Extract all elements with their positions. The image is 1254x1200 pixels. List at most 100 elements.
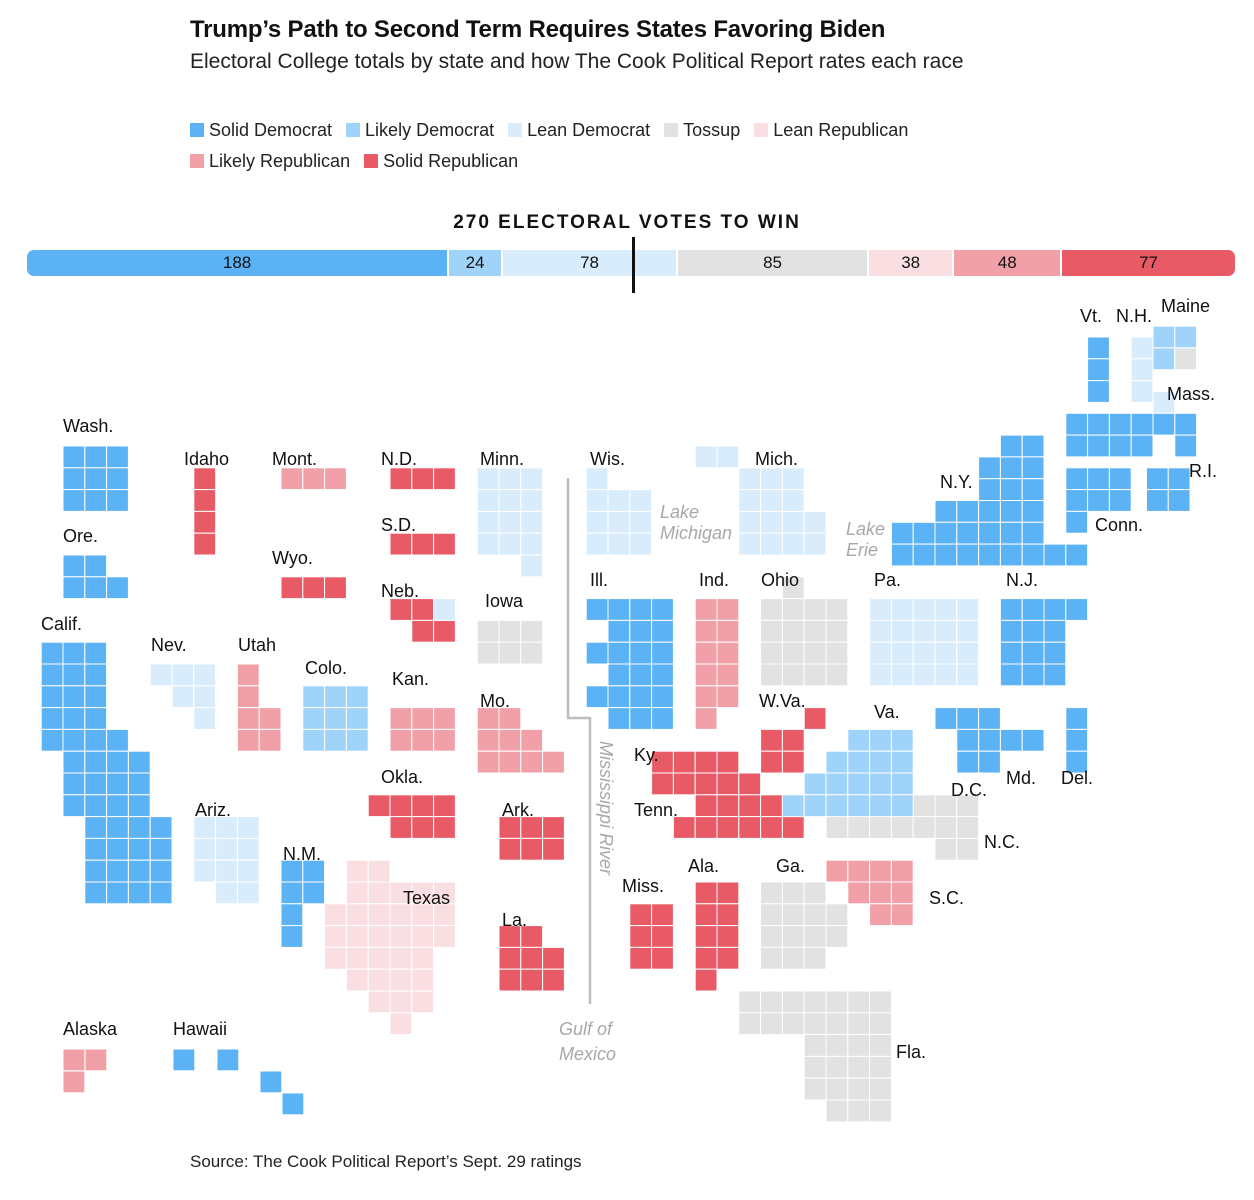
electoral-vote-tile	[869, 859, 892, 883]
electoral-vote-tile	[869, 1012, 892, 1036]
state-iowa: Iowa	[476, 591, 544, 665]
tally-segment-nr: 38	[869, 250, 955, 276]
electoral-vote-tile	[978, 750, 1001, 774]
state-miss: Miss.	[622, 876, 674, 970]
electoral-vote-tile	[978, 543, 1001, 567]
state-label: Minn.	[480, 449, 524, 469]
state-label: Pa.	[874, 570, 901, 590]
electoral-vote-tile	[607, 598, 631, 621]
state-label: Hawaii	[173, 1019, 227, 1039]
electoral-vote-tile	[106, 467, 129, 491]
state-ohio: Ohio	[760, 570, 849, 687]
geo-label-line: Michigan	[660, 523, 732, 543]
state-la: La.	[498, 910, 565, 992]
state-mass: Mass.	[1065, 384, 1215, 458]
electoral-vote-tile	[629, 489, 653, 512]
electoral-vote-tile	[411, 619, 435, 643]
electoral-vote-tile	[389, 532, 413, 556]
electoral-vote-tile	[890, 859, 914, 883]
electoral-vote-tile	[869, 990, 892, 1014]
electoral-vote-tile	[629, 532, 653, 556]
state-vt: Vt.	[1080, 306, 1110, 403]
electoral-vote-tile	[84, 881, 108, 905]
state-conn: Conn.	[1065, 467, 1143, 535]
electoral-vote-tile	[956, 641, 980, 665]
legend-label: Likely Democrat	[365, 119, 495, 140]
electoral-vote-tile	[912, 543, 936, 567]
electoral-vote-tile	[999, 619, 1023, 643]
electoral-vote-tile	[890, 794, 914, 818]
electoral-vote-tile	[1065, 412, 1089, 436]
electoral-vote-tile	[324, 728, 347, 752]
electoral-vote-tile	[760, 990, 783, 1014]
electoral-vote-tile	[803, 772, 827, 796]
electoral-vote-tile	[869, 663, 892, 687]
electoral-vote-tile	[542, 968, 565, 992]
electoral-vote-tile	[433, 816, 456, 839]
state-label: Del.	[1061, 768, 1093, 788]
electoral-vote-tile	[498, 968, 522, 992]
state-calif: Calif.	[40, 614, 173, 905]
legend-item-ld: Likely Democrat	[346, 119, 494, 141]
electoral-vote-tile	[890, 598, 914, 621]
electoral-tally-bar: 188 24 78 85 38 48 77	[27, 250, 1235, 276]
state-label: Md.	[1006, 768, 1036, 788]
electoral-vote-tile	[651, 903, 674, 927]
state-label: Nev.	[151, 635, 187, 655]
electoral-vote-tile	[1087, 336, 1110, 360]
electoral-vote-tile	[803, 510, 827, 534]
state-label: Okla.	[381, 767, 423, 787]
electoral-vote-tile	[781, 946, 805, 970]
electoral-vote-tile	[476, 467, 500, 491]
electoral-vote-tile	[912, 521, 936, 545]
electoral-vote-tile	[433, 532, 456, 556]
tally-segment-lr: 48	[954, 250, 1063, 276]
electoral-vote-tile	[127, 881, 151, 905]
electoral-vote-tile	[520, 641, 544, 665]
electoral-vote-tile	[106, 772, 129, 796]
electoral-vote-tile	[520, 619, 544, 643]
electoral-vote-tile	[825, 641, 849, 665]
mississippi-river-label: Mississippi River	[596, 741, 616, 876]
electoral-vote-tile	[651, 946, 674, 970]
electoral-vote-tile	[476, 641, 500, 665]
electoral-vote-tile	[127, 750, 151, 774]
electoral-vote-tile	[1087, 358, 1110, 382]
tally-segment-label: 188	[222, 253, 252, 272]
electoral-vote-tile	[890, 521, 914, 545]
state-label: Ore.	[63, 526, 98, 546]
electoral-vote-tile	[389, 990, 413, 1014]
electoral-vote-tile	[738, 1012, 762, 1036]
electoral-vote-tile	[978, 728, 1001, 752]
legend-swatch	[664, 123, 679, 137]
electoral-vote-tile	[825, 750, 849, 774]
electoral-vote-tile	[890, 816, 914, 839]
electoral-vote-tile	[62, 728, 86, 752]
electoral-vote-tile	[215, 837, 238, 861]
electoral-vote-tile	[869, 1077, 892, 1101]
electoral-vote-tile	[890, 641, 914, 665]
electoral-vote-tile	[389, 1012, 413, 1036]
state-label: Ga.	[776, 856, 805, 876]
electoral-vote-tile	[651, 663, 674, 687]
electoral-vote-tile	[389, 946, 413, 970]
electoral-vote-tile	[520, 554, 544, 578]
electoral-vote-tile	[345, 728, 369, 752]
electoral-vote-tile	[803, 1077, 827, 1101]
electoral-vote-tile	[302, 707, 326, 730]
electoral-vote-tile	[999, 598, 1023, 621]
electoral-vote-tile	[1108, 434, 1132, 458]
electoral-vote-tile	[803, 990, 827, 1014]
electoral-vote-tile	[825, 1012, 849, 1036]
electoral-vote-tile	[1065, 728, 1089, 752]
electoral-vote-tile	[498, 532, 522, 556]
electoral-vote-tile	[236, 859, 260, 883]
state-ind: Ind.	[694, 570, 740, 730]
electoral-vote-tile	[193, 510, 217, 534]
electoral-vote-tile	[40, 685, 64, 709]
electoral-vote-tile	[84, 859, 108, 883]
electoral-vote-tile	[1021, 434, 1045, 458]
electoral-vote-tile	[1130, 412, 1154, 436]
state-label: Miss.	[622, 876, 664, 896]
state-label: Mich.	[755, 449, 798, 469]
